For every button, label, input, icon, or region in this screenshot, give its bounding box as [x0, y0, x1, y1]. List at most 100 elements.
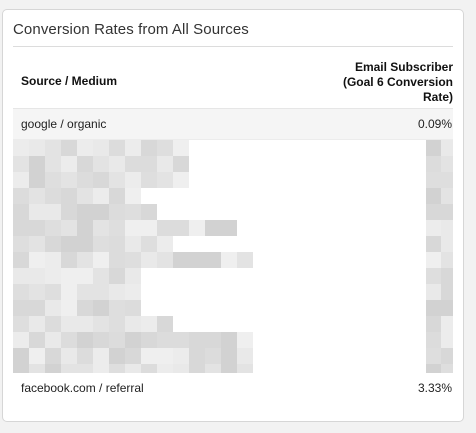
redaction-pixel [125, 332, 141, 348]
redaction-pixel [125, 348, 141, 364]
redaction-pixel [441, 284, 453, 300]
redaction-pixel [189, 252, 205, 268]
redaction-pixel [13, 252, 29, 268]
redaction-pixel [77, 364, 93, 373]
redaction-pixel [29, 188, 45, 204]
redaction-pixel [61, 236, 77, 252]
redaction-pixel [77, 316, 93, 332]
redaction-pixel [441, 252, 453, 268]
redaction-pixel [173, 156, 189, 172]
redaction-pixel [29, 140, 45, 156]
redaction-pixel [157, 332, 173, 348]
redaction-pixel [61, 204, 77, 220]
redaction-pixel [13, 236, 29, 252]
redaction-pixel [77, 204, 93, 220]
redaction-pixel [13, 140, 29, 156]
redaction-pixel [237, 348, 253, 364]
redaction-pixel [426, 188, 441, 204]
redaction-pixel [221, 252, 237, 268]
redaction-pixel [93, 220, 109, 236]
redaction-pixel [93, 332, 109, 348]
redaction-pixel [426, 316, 441, 332]
redaction-pixel [157, 220, 173, 236]
redaction-pixel [141, 204, 157, 220]
redaction-pixel [77, 140, 93, 156]
redaction-pixel [157, 316, 173, 332]
redaction-pixel [157, 348, 173, 364]
column-header-source-medium[interactable]: Source / Medium [21, 74, 118, 88]
redaction-pixel [205, 252, 221, 268]
redaction-pixel [29, 172, 45, 188]
redaction-pixel [77, 252, 93, 268]
redaction-pixel [125, 364, 141, 373]
redaction-pixel [77, 300, 93, 316]
redaction-pixel [109, 364, 125, 373]
redaction-pixel [29, 332, 45, 348]
redaction-pixel [45, 300, 61, 316]
redaction-pixel [93, 156, 109, 172]
redaction-pixel [109, 348, 125, 364]
redaction-pixel [189, 220, 205, 236]
redaction-pixel [141, 252, 157, 268]
redaction-pixel [125, 300, 141, 316]
redaction-pixel [426, 236, 441, 252]
redaction-pixel [61, 172, 77, 188]
redaction-pixel [173, 332, 189, 348]
redaction-pixel [13, 156, 29, 172]
row-conversion-rate: 3.33% [417, 381, 452, 395]
redaction-pixel [29, 348, 45, 364]
redaction-pixel [221, 364, 237, 373]
redaction-pixel [441, 300, 453, 316]
redaction-pixel [45, 156, 61, 172]
redaction-pixel [13, 188, 29, 204]
redaction-pixel [61, 284, 77, 300]
redaction-pixel [237, 252, 253, 268]
redaction-pixel [426, 156, 441, 172]
redaction-pixel [426, 348, 441, 364]
redaction-pixel [426, 220, 441, 236]
redaction-pixel [141, 316, 157, 332]
title-divider [13, 46, 453, 47]
redaction-pixel [125, 140, 141, 156]
card-title: Conversion Rates from All Sources [13, 21, 249, 38]
redaction-pixel [77, 156, 93, 172]
redaction-pixel [77, 188, 93, 204]
redaction-pixel [93, 364, 109, 373]
redaction-pixel [45, 140, 61, 156]
table-header: Source / Medium Email Subscriber (Goal 6… [13, 47, 453, 109]
redaction-pixel [157, 364, 173, 373]
redaction-pixel [157, 140, 173, 156]
redaction-pixel [205, 220, 221, 236]
redaction-pixel [125, 156, 141, 172]
redaction-pixel [426, 268, 441, 284]
row-source-medium[interactable]: facebook.com / referral [21, 381, 144, 395]
redaction-pixel [109, 252, 125, 268]
redaction-pixel [426, 284, 441, 300]
redaction-pixel [141, 172, 157, 188]
redaction-pixel [426, 300, 441, 316]
column-header-email-subscriber-rate[interactable]: Email Subscriber (Goal 6 Conversion Rate… [303, 60, 453, 105]
redaction-pixel [441, 348, 453, 364]
redaction-pixel [45, 348, 61, 364]
redaction-pixel [45, 364, 61, 373]
redaction-pixel [441, 172, 453, 188]
redaction-pixel [441, 220, 453, 236]
redaction-pixel [45, 268, 61, 284]
redaction-pixel [61, 140, 77, 156]
redaction-pixel [426, 332, 441, 348]
row-source-medium[interactable]: google / organic [21, 117, 107, 131]
redaction-pixel [29, 268, 45, 284]
redaction-pixel [221, 332, 237, 348]
redaction-pixel [29, 252, 45, 268]
redaction-pixel [29, 300, 45, 316]
redaction-pixel [157, 156, 173, 172]
redaction-pixel [157, 172, 173, 188]
redaction-pixel [29, 220, 45, 236]
redaction-pixel [93, 140, 109, 156]
column-header-line-2: (Goal 6 Conversion [342, 75, 453, 89]
conversion-table: Source / Medium Email Subscriber (Goal 6… [13, 47, 453, 404]
redaction-pixel [426, 204, 441, 220]
redaction-pixel [45, 220, 61, 236]
redaction-pixel [45, 172, 61, 188]
redaction-pixel [45, 236, 61, 252]
